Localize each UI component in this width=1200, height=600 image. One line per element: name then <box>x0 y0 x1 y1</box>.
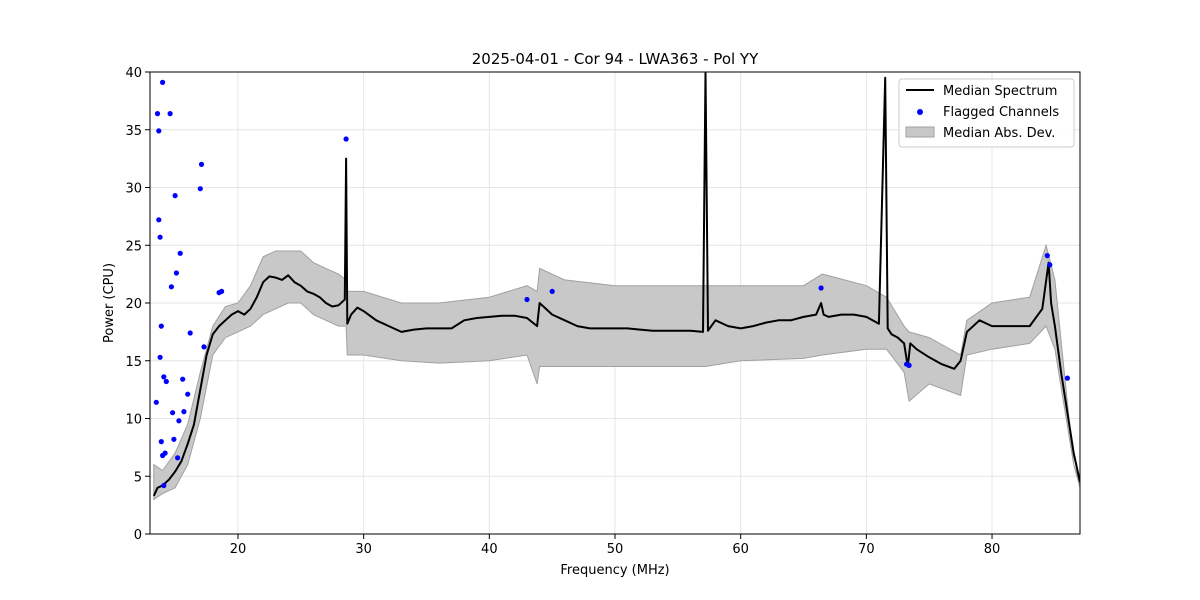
flagged-channel-point <box>818 285 824 291</box>
flagged-channel-point <box>524 296 530 303</box>
flagged-channels <box>153 79 1070 489</box>
axis-ticks: 20 30 40 50 60 70 80 0 5 10 15 20 25 30 35 40 <box>125 66 1000 557</box>
median-spectrum-line <box>152 72 1080 497</box>
flagged-channel-point <box>163 378 169 385</box>
flagged-channel-point <box>170 410 176 416</box>
y-tick-label: 10 <box>125 413 142 428</box>
y-axis-label: Power (CPU) <box>102 263 117 343</box>
x-tick-label: 40 <box>481 542 498 557</box>
flagged-channel-point <box>162 450 168 456</box>
legend-label-median: Median Spectrum <box>943 84 1057 99</box>
flagged-channel-point <box>168 284 174 290</box>
flagged-channel-point <box>201 344 207 350</box>
flagged-channel-point <box>160 79 166 85</box>
flagged-channel-point <box>176 418 182 424</box>
legend-box <box>898 78 1075 148</box>
flagged-channel-point <box>157 354 163 360</box>
mad-band-area <box>153 243 1080 501</box>
y-tick-label: 5 <box>134 470 142 485</box>
legend: Median Spectrum Flagged Channels Median … <box>898 78 1075 148</box>
flagged-channel-point <box>175 455 181 461</box>
flagged-channel-point <box>156 217 162 223</box>
flagged-channel-point <box>180 376 186 382</box>
legend-label-mad: Median Abs. Dev. <box>943 126 1055 141</box>
flagged-channel-point <box>198 161 205 167</box>
flagged-channel-point <box>157 234 163 240</box>
x-tick-label: 50 <box>607 542 624 557</box>
flagged-channel-point <box>197 186 203 192</box>
y-tick-label: 0 <box>134 528 142 543</box>
flagged-channel-point <box>172 193 178 199</box>
x-tick-label: 20 <box>230 542 247 557</box>
y-tick-label: 25 <box>125 239 142 254</box>
flagged-channel-point <box>154 111 161 117</box>
legend-fill-swatch <box>905 126 935 138</box>
flagged-channel-point <box>161 482 167 489</box>
flagged-channel-point <box>1047 262 1053 268</box>
y-tick-label: 30 <box>125 182 142 197</box>
flagged-channel-point <box>187 330 193 336</box>
median-spectrum-path <box>152 72 1080 497</box>
flagged-channel-point <box>171 436 177 442</box>
flagged-channel-point <box>181 409 187 415</box>
flagged-channel-point <box>549 288 555 294</box>
chart-title: 2025-04-01 - Cor 94 - LWA363 - Pol YY <box>472 50 759 68</box>
flagged-channel-point <box>219 288 225 294</box>
legend-dot-swatch <box>917 109 923 115</box>
y-tick-label: 20 <box>125 297 142 312</box>
flagged-channel-point <box>158 323 164 329</box>
flagged-channel-point <box>906 362 912 368</box>
x-tick-label: 60 <box>732 542 749 557</box>
flagged-channel-point <box>156 128 162 134</box>
median-abs-dev-band <box>153 243 1080 501</box>
flagged-channel-point <box>343 136 349 142</box>
flagged-channel-point <box>161 374 167 380</box>
y-tick-label: 15 <box>125 355 142 370</box>
x-axis-label: Frequency (MHz) <box>560 563 669 578</box>
y-tick-label: 35 <box>125 124 142 139</box>
legend-label-flagged: Flagged Channels <box>943 105 1059 120</box>
x-tick-label: 70 <box>858 542 875 557</box>
flagged-channel-point <box>158 439 164 445</box>
y-tick-label: 40 <box>125 66 142 81</box>
flagged-channel-point <box>185 391 191 397</box>
flagged-channel-point <box>167 111 173 117</box>
x-tick-label: 80 <box>984 542 1001 557</box>
flagged-channel-point <box>1064 375 1070 381</box>
flagged-channel-point <box>1044 253 1050 259</box>
flagged-channel-point <box>177 250 183 256</box>
flagged-channel-point <box>153 399 159 405</box>
flagged-channel-point <box>173 270 179 276</box>
x-tick-label: 30 <box>355 542 372 557</box>
